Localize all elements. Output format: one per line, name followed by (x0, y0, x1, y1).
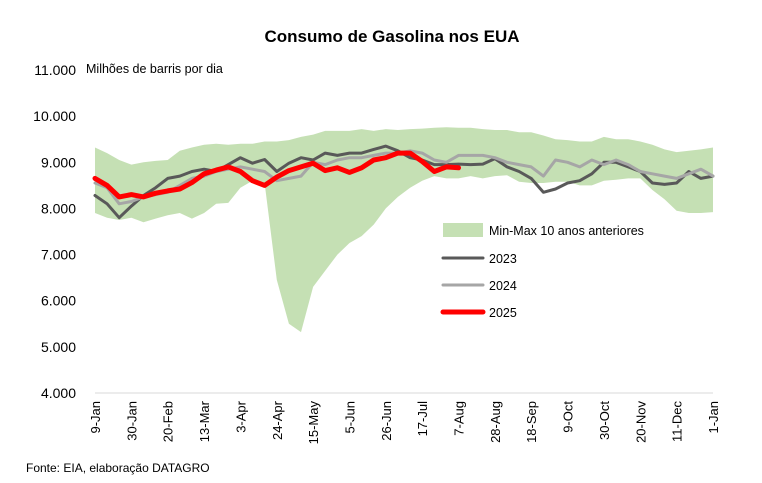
x-tick-label: 9-Oct (561, 401, 576, 433)
x-tick-label: 7-Aug (452, 401, 467, 436)
y-tick-label: 6.000 (41, 293, 76, 309)
x-tick-label: 18-Sep (524, 401, 539, 443)
source-note: Fonte: EIA, elaboração DATAGRO (26, 461, 210, 475)
x-tick-label: 20-Nov (633, 401, 648, 443)
x-tick-label: 30-Oct (597, 401, 612, 440)
legend: Min-Max 10 anos anteriores 2023 2024 2025 (440, 223, 644, 320)
y-tick-label: 11.000 (34, 62, 76, 78)
legend-item-2024: 2024 (489, 279, 517, 293)
legend-swatch-band (443, 223, 483, 237)
x-tick-label: 9-Jan (88, 401, 103, 434)
y-tick-label: 8.000 (41, 200, 76, 216)
x-tick-label: 5-Jun (343, 401, 358, 434)
x-tick-label: 13-Mar (197, 400, 212, 442)
x-tick-label: 3-Apr (233, 400, 248, 432)
x-tick-label: 26-Jun (379, 401, 394, 441)
x-tick-label: 1-Jan (706, 401, 721, 434)
y-tick-label: 9.000 (41, 154, 76, 170)
y-tick-label: 7.000 (41, 247, 76, 263)
legend-item-band: Min-Max 10 anos anteriores (489, 224, 644, 238)
y-axis-label: Milhões de barris por dia (86, 62, 223, 76)
x-tick-label: 15-May (306, 401, 321, 445)
plot-area: 4.000 5.000 6.000 7.000 8.000 9.000 10.000 11.0… (33, 62, 721, 444)
y-tick-label: 4.000 (41, 385, 76, 401)
y-tick-label: 5.000 (41, 339, 76, 355)
x-tick-label: 20-Feb (161, 401, 176, 442)
x-tick-label: 11-Dec (670, 401, 685, 442)
x-tick-label: 30-Jan (124, 401, 139, 441)
legend-item-2025: 2025 (489, 306, 517, 320)
series-line-2025 (92, 150, 461, 200)
x-tick-label: 24-Apr (270, 400, 285, 440)
chart-title: Consumo de Gasolina nos EUA (264, 27, 519, 46)
legend-item-2023: 2023 (489, 252, 517, 266)
x-tick-label: 17-Jul (415, 401, 430, 437)
x-tick-label: 28-Aug (488, 401, 503, 443)
y-tick-label: 10.000 (33, 108, 76, 124)
